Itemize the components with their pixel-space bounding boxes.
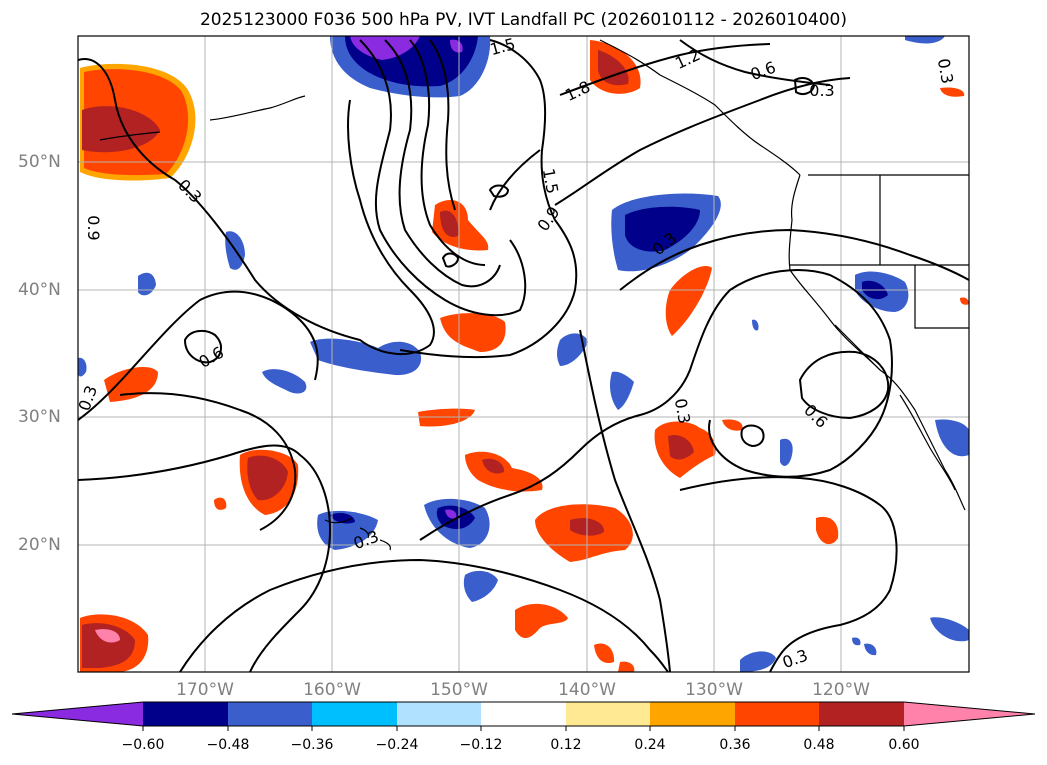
map-gridlines — [78, 36, 969, 672]
colorbar-extend-high — [904, 702, 1035, 726]
contour-label: 1.5 — [488, 34, 518, 59]
lat-label-50n: 50°N — [18, 152, 61, 172]
colorbar-tick-label: −0.48 — [206, 737, 250, 753]
colorbar-tick-label: −0.36 — [290, 737, 334, 753]
ivt-contours — [78, 39, 969, 672]
colorbar-segment — [481, 702, 566, 726]
colorbar-segment — [143, 702, 228, 726]
map-title: 2025123000 F036 500 hPa PV, IVT Landfall… — [199, 10, 847, 30]
colorbar-tick-label: −0.24 — [375, 737, 419, 753]
colorbar-tick-label: 0.48 — [803, 737, 835, 753]
colorbar-segment — [819, 702, 904, 726]
lon-label-170w: 170°W — [176, 680, 234, 700]
map-plot-area — [78, 36, 969, 672]
lon-label-140w: 140°W — [558, 680, 616, 700]
contour-label: 1.2 — [672, 45, 703, 73]
lat-label-30n: 30°N — [18, 407, 61, 427]
colorbar-tick-label: 0.36 — [719, 737, 751, 753]
contour-label: 0.6 — [195, 343, 227, 372]
contour-label: 0.9 — [533, 203, 563, 235]
colorbar-segment — [735, 702, 819, 726]
colorbar-segment — [312, 702, 397, 726]
lon-label-130w: 130°W — [685, 680, 743, 700]
colorbar-tick-label: 0.12 — [550, 737, 582, 753]
colorbar-segment — [566, 702, 650, 726]
contour-label: 0.9 — [84, 215, 103, 240]
pv-positive-shading — [80, 40, 969, 672]
lat-label-20n: 20°N — [18, 535, 61, 555]
lon-label-160w: 160°W — [303, 680, 361, 700]
lat-label-40n: 40°N — [18, 280, 61, 300]
colorbar-segment — [397, 702, 481, 726]
contour-label: 0.3 — [671, 397, 694, 425]
contour-label: 0.3 — [809, 81, 834, 100]
contour-label: 1.5 — [539, 167, 562, 195]
colorbar-segment — [228, 702, 312, 726]
colorbar — [11, 701, 1036, 731]
contour-label: 1.8 — [562, 77, 593, 105]
colorbar-tick-label: −0.12 — [459, 737, 503, 753]
colorbar-tick-label: 0.24 — [634, 737, 666, 753]
coastlines — [99, 39, 969, 551]
contour-label: 0.3 — [934, 57, 957, 85]
colorbar-segment — [650, 702, 735, 726]
contour-label: 0.3 — [174, 175, 205, 206]
contour-label: 0.6 — [748, 58, 778, 85]
lon-label-120w: 120°W — [812, 680, 870, 700]
contour-label: 0.6 — [800, 400, 831, 431]
colorbar-tick-label: −0.60 — [121, 737, 165, 753]
colorbar-extend-low — [12, 702, 143, 726]
colorbar-tick-label: 0.60 — [888, 737, 920, 753]
map-frame — [77, 35, 970, 673]
lon-label-150w: 150°W — [430, 680, 488, 700]
